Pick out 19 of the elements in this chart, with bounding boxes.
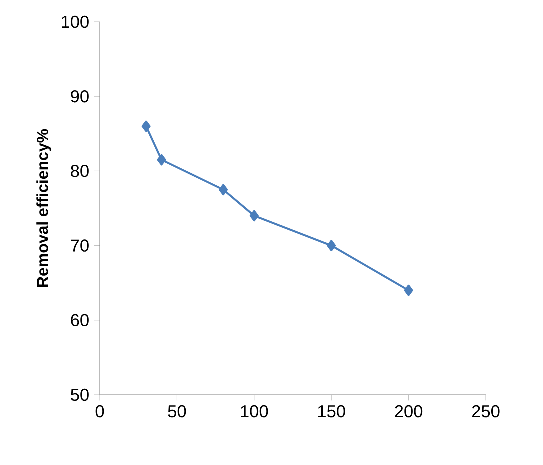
y-tick-label: 70 [71, 240, 89, 252]
y-axis-title: Removal efficiency% [36, 129, 52, 288]
x-tick-label: 50 [168, 405, 186, 418]
x-tick-label: 200 [395, 405, 423, 418]
point [327, 240, 336, 252]
x-tick-label: 250 [472, 405, 500, 418]
y-tick-label: 90 [71, 90, 89, 103]
y-tick-label: 100 [62, 16, 89, 28]
x-tick-label: 100 [241, 405, 268, 418]
point [219, 184, 228, 196]
point [142, 120, 151, 132]
y-tick-label: 80 [71, 165, 89, 178]
y-tick-label: 60 [71, 314, 89, 327]
point [404, 284, 414, 296]
x-tick-label: 0 [96, 405, 104, 418]
y-tick-label: 50 [71, 388, 89, 402]
x-tick-label: 150 [318, 405, 346, 418]
point [157, 154, 166, 166]
point [250, 210, 259, 222]
